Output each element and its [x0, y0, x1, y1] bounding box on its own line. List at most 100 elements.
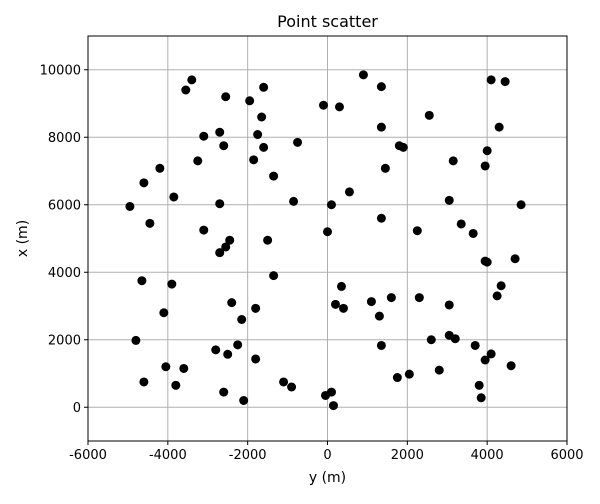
scatter-point: [259, 142, 269, 152]
scatter-point: [338, 303, 348, 313]
scatter-point: [376, 340, 386, 350]
scatter-point: [374, 311, 384, 321]
scatter-point: [326, 387, 336, 397]
scatter-point: [225, 235, 235, 245]
scatter-point: [269, 171, 279, 181]
scatter-point: [239, 396, 249, 405]
scatter-point: [145, 218, 155, 228]
scatter-point: [181, 85, 191, 95]
scatter-point: [500, 77, 510, 87]
scatter-point: [344, 187, 354, 197]
scatter-point: [215, 199, 225, 209]
y-tick-label: 10000: [40, 63, 81, 78]
scatter-point: [470, 340, 480, 350]
scatter-point: [330, 299, 340, 309]
scatter-point: [376, 213, 386, 223]
scatter-point: [137, 276, 147, 286]
scatter-point: [223, 349, 233, 359]
scatter-point: [221, 242, 231, 252]
scatter-point: [366, 297, 376, 307]
scatter-point: [161, 362, 171, 372]
scatter-point: [237, 315, 247, 324]
scatter-point: [319, 100, 329, 110]
y-axis-label: x (m): [15, 220, 31, 257]
scatter-point: [482, 146, 492, 156]
scatter-point: [251, 354, 261, 364]
scatter-point: [257, 112, 267, 122]
points-layer: [125, 70, 526, 411]
scatter-point: [251, 303, 261, 313]
scatter-point: [211, 345, 221, 355]
scatter-point: [199, 225, 209, 235]
chart-title: Point scatter: [277, 12, 378, 31]
scatter-point: [398, 142, 408, 152]
x-tick-label: 4000: [471, 448, 504, 463]
scatter-point: [215, 248, 225, 258]
y-tick-label: 6000: [48, 198, 81, 213]
scatter-point: [516, 200, 526, 210]
scatter-point: [450, 334, 460, 344]
scatter-point: [482, 257, 492, 267]
scatter-point: [386, 293, 396, 303]
scatter-point: [171, 380, 181, 390]
scatter-point: [456, 219, 466, 229]
scatter-point: [496, 281, 506, 291]
y-tick-label: 0: [73, 401, 81, 416]
grid-layer: [87, 36, 568, 441]
scatter-point: [125, 201, 135, 211]
scatter-point: [139, 377, 149, 387]
scatter-point: [480, 161, 490, 171]
scatter-point: [336, 281, 346, 291]
scatter-point: [159, 308, 169, 318]
scatter-point: [474, 380, 484, 390]
scatter-point: [486, 75, 496, 85]
x-tick-label: 0: [323, 448, 331, 463]
x-tick-label: 6000: [550, 448, 583, 463]
scatter-point: [376, 82, 386, 92]
scatter-point: [444, 300, 454, 310]
scatter-point: [227, 298, 237, 308]
scatter-point: [293, 137, 303, 147]
scatter-point: [219, 141, 229, 151]
scatter-point: [326, 200, 336, 210]
x-axis-label: y (m): [309, 470, 346, 486]
scatter-point: [169, 192, 179, 202]
y-tick-label: 8000: [48, 131, 81, 146]
scatter-point: [253, 130, 263, 140]
scatter-point: [259, 82, 269, 92]
scatter-point: [139, 178, 149, 188]
scatter-point: [486, 349, 496, 359]
scatter-point: [380, 163, 390, 173]
scatter-point: [358, 70, 368, 80]
scatter-point: [263, 235, 273, 245]
scatter-point: [279, 377, 289, 387]
scatter-point: [328, 401, 338, 411]
scatter-point: [233, 340, 243, 350]
scatter-point: [289, 196, 299, 206]
scatter-point: [434, 365, 444, 375]
scatter-point: [193, 156, 203, 166]
scatter-point: [187, 75, 197, 85]
scatter-point: [424, 110, 434, 120]
scatter-point: [492, 291, 502, 301]
scatter-point: [506, 361, 516, 371]
scatter-point: [376, 122, 386, 132]
x-tick-label: -2000: [229, 448, 267, 463]
scatter-point: [480, 355, 490, 365]
scatter-point: [131, 335, 141, 345]
scatter-point: [167, 279, 177, 289]
scatter-point: [404, 369, 414, 379]
scatter-point: [476, 393, 486, 403]
x-tick-label: 2000: [391, 448, 424, 463]
scatter-point: [249, 155, 259, 165]
scatter-point: [287, 382, 297, 392]
scatter-point: [414, 293, 424, 303]
scatter-point: [179, 363, 189, 373]
x-tick-label: -4000: [149, 448, 187, 463]
scatter-point: [426, 335, 436, 345]
scatter-point: [448, 156, 458, 166]
scatter-point: [468, 228, 478, 238]
scatter-point: [412, 226, 422, 236]
